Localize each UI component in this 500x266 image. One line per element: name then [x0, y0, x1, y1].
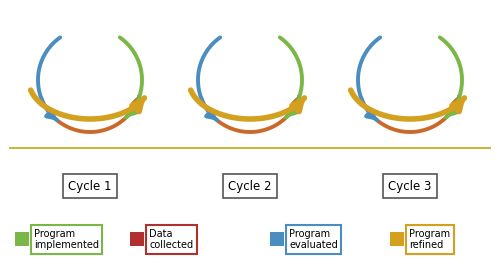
Bar — [270, 232, 284, 246]
Text: Program
evaluated: Program evaluated — [289, 228, 338, 250]
Bar — [15, 232, 29, 246]
Bar — [390, 232, 404, 246]
Text: Program
implemented: Program implemented — [34, 228, 99, 250]
Text: Cycle 1: Cycle 1 — [68, 180, 112, 193]
Text: Program
refined: Program refined — [409, 228, 450, 250]
Text: Cycle 3: Cycle 3 — [388, 180, 432, 193]
Text: Cycle 2: Cycle 2 — [228, 180, 272, 193]
Bar — [130, 232, 144, 246]
Text: Data
collected: Data collected — [149, 228, 193, 250]
